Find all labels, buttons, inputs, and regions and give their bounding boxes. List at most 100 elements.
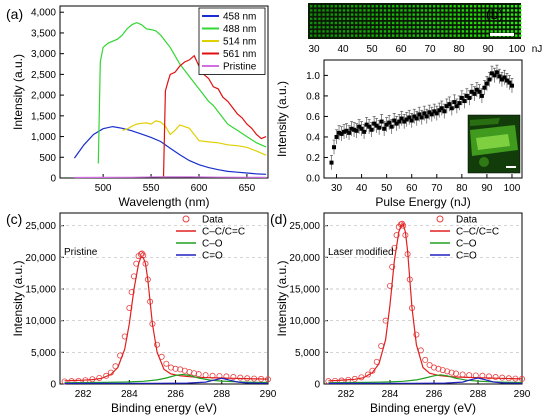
series-line: [74, 176, 267, 179]
y-tick-label: 2,500: [31, 70, 56, 81]
data-point: [332, 145, 337, 150]
y-tick-label: 0.6: [306, 112, 320, 123]
data-point: [347, 130, 352, 135]
y-tick-label: 25,000: [289, 221, 320, 232]
data-point: [439, 106, 444, 111]
fit-line: [64, 256, 269, 382]
data-point: [397, 119, 402, 124]
x-tick-label: 70: [431, 183, 443, 194]
panel-annotation: Laser modified: [328, 247, 394, 258]
x-tick-label: 290: [514, 389, 531, 400]
data-point: [374, 123, 379, 128]
data-point: [447, 102, 452, 107]
data-point: [402, 119, 407, 124]
data-point: [448, 369, 455, 376]
x-tick-label: 90: [481, 183, 493, 194]
legend-entry: C–O: [202, 239, 223, 250]
data-point: [382, 126, 387, 131]
x-tick-label: 500: [95, 183, 112, 194]
y-tick-label: 5,000: [31, 348, 56, 359]
data-point: [474, 87, 479, 92]
data-point: [437, 108, 442, 113]
x-tick-label: 288: [470, 389, 487, 400]
data-point: [237, 374, 244, 381]
panel-annotation: Pristine: [64, 247, 98, 258]
legend-entry: C=O: [456, 251, 477, 262]
data-point: [509, 83, 514, 88]
data-point: [422, 111, 427, 116]
strip-tick-label: 80: [453, 44, 465, 55]
data-point: [464, 93, 469, 98]
data-point: [128, 289, 135, 296]
data-point: [502, 75, 507, 80]
series-line: [97, 21, 267, 164]
data-point: [484, 81, 489, 86]
x-tick-label: 100: [504, 183, 521, 194]
data-point: [427, 110, 432, 115]
x-axis-label: Wavelength (nm): [119, 195, 210, 209]
data-point: [452, 370, 459, 377]
data-point: [482, 85, 487, 90]
data-point: [354, 128, 359, 133]
x-tick-label: 284: [121, 389, 138, 400]
strip-unit-label: nJ: [532, 44, 543, 55]
data-point: [444, 368, 451, 375]
data-point: [499, 77, 504, 82]
strip-tick-label: 70: [424, 44, 436, 55]
x-axis-label: Binding energy (eV): [370, 401, 476, 415]
legend-swatch: [182, 215, 190, 223]
strip-tick-label: 30: [308, 44, 320, 55]
y-tick-label: 2,000: [31, 91, 56, 102]
data-point: [339, 131, 344, 136]
x-tick-label: 282: [75, 389, 92, 400]
y-tick-label: 10,000: [289, 316, 320, 327]
x-tick-label: 286: [426, 389, 443, 400]
data-point: [384, 122, 389, 127]
fit-line: [64, 377, 269, 384]
legend-entry: 561 nm: [223, 49, 256, 60]
plot-frame: [323, 59, 523, 179]
y-axis-label: Intensity (a.u.): [275, 81, 289, 157]
y-tick-label: 0: [50, 380, 56, 391]
data-point: [342, 129, 347, 134]
legend-entry: C=O: [202, 251, 223, 262]
y-tick-label: 0: [50, 174, 56, 185]
data-point: [497, 74, 502, 79]
strip-tick-label: 60: [395, 44, 407, 55]
y-tick-label: 1,500: [31, 111, 56, 122]
y-tick-label: 500: [39, 153, 56, 164]
data-point: [430, 364, 437, 371]
legend-entry: C–C/C=C: [202, 227, 245, 238]
data-point: [419, 115, 424, 120]
x-tick-label: 30: [331, 183, 343, 194]
data-point: [413, 331, 420, 338]
data-point: [435, 365, 442, 372]
data-point: [369, 367, 376, 374]
data-point: [392, 118, 397, 123]
strip-tick-label: 50: [366, 44, 378, 55]
data-point: [432, 109, 437, 114]
legend-entry: 514 nm: [223, 37, 256, 48]
data-point: [489, 71, 494, 76]
data-point: [442, 109, 447, 114]
data-point: [459, 95, 464, 100]
x-tick-label: 284: [382, 389, 399, 400]
data-point: [412, 114, 417, 119]
data-point: [426, 361, 433, 368]
y-tick-label: 0.8: [306, 91, 320, 102]
data-point: [407, 115, 412, 120]
plot-frame: [59, 212, 269, 385]
series-line: [122, 120, 267, 156]
data-point: [492, 374, 499, 381]
data-point: [434, 111, 439, 116]
y-tick-label: 0.0: [306, 174, 320, 185]
legend-entry: 458 nm: [223, 12, 256, 23]
data-point: [444, 104, 449, 109]
panel-label: (c): [6, 211, 22, 227]
y-tick-label: 3,500: [31, 28, 56, 39]
legend-entry: Data: [202, 215, 224, 226]
data-point: [449, 106, 454, 111]
data-point: [424, 114, 429, 119]
y-tick-label: 4,000: [31, 8, 56, 19]
